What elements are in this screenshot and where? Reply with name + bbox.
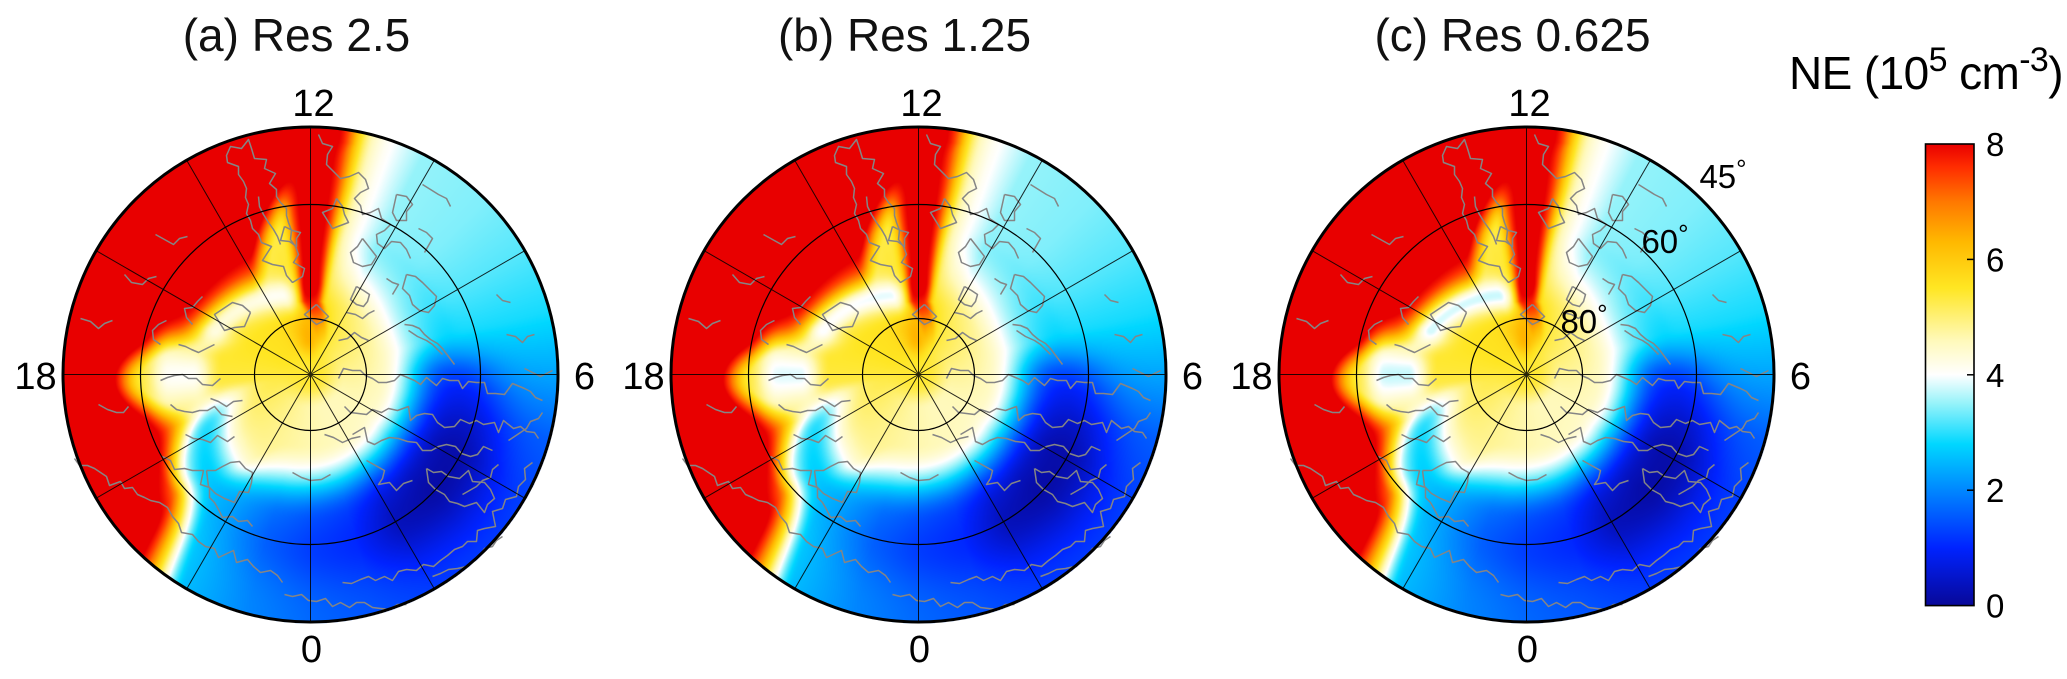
- svg-text:NE (105 cm-3): NE (105 cm-3): [1789, 41, 2063, 99]
- svg-text:18: 18: [14, 356, 56, 398]
- svg-text:2: 2: [1986, 472, 2004, 509]
- svg-text:6: 6: [1790, 356, 1811, 398]
- svg-text:0: 0: [301, 629, 322, 671]
- svg-text:4: 4: [1986, 357, 2004, 394]
- svg-text:12: 12: [1508, 83, 1550, 125]
- svg-text:12: 12: [900, 83, 942, 125]
- svg-text:45°: 45°: [1699, 154, 1746, 195]
- svg-text:(a) Res 2.5: (a) Res 2.5: [183, 9, 411, 61]
- svg-text:18: 18: [1230, 356, 1272, 398]
- svg-text:0: 0: [1986, 588, 2004, 625]
- svg-text:18: 18: [622, 356, 664, 398]
- svg-text:80°: 80°: [1560, 299, 1607, 340]
- svg-text:8: 8: [1986, 126, 2004, 163]
- svg-text:0: 0: [909, 629, 930, 671]
- svg-text:0: 0: [1517, 629, 1538, 671]
- svg-text:6: 6: [1182, 356, 1203, 398]
- svg-text:(c) Res 0.625: (c) Res 0.625: [1374, 9, 1650, 61]
- svg-text:12: 12: [292, 83, 334, 125]
- svg-text:6: 6: [1986, 241, 2004, 278]
- svg-text:6: 6: [574, 356, 595, 398]
- svg-text:60°: 60°: [1641, 219, 1688, 260]
- svg-text:(b) Res 1.25: (b) Res 1.25: [778, 9, 1031, 61]
